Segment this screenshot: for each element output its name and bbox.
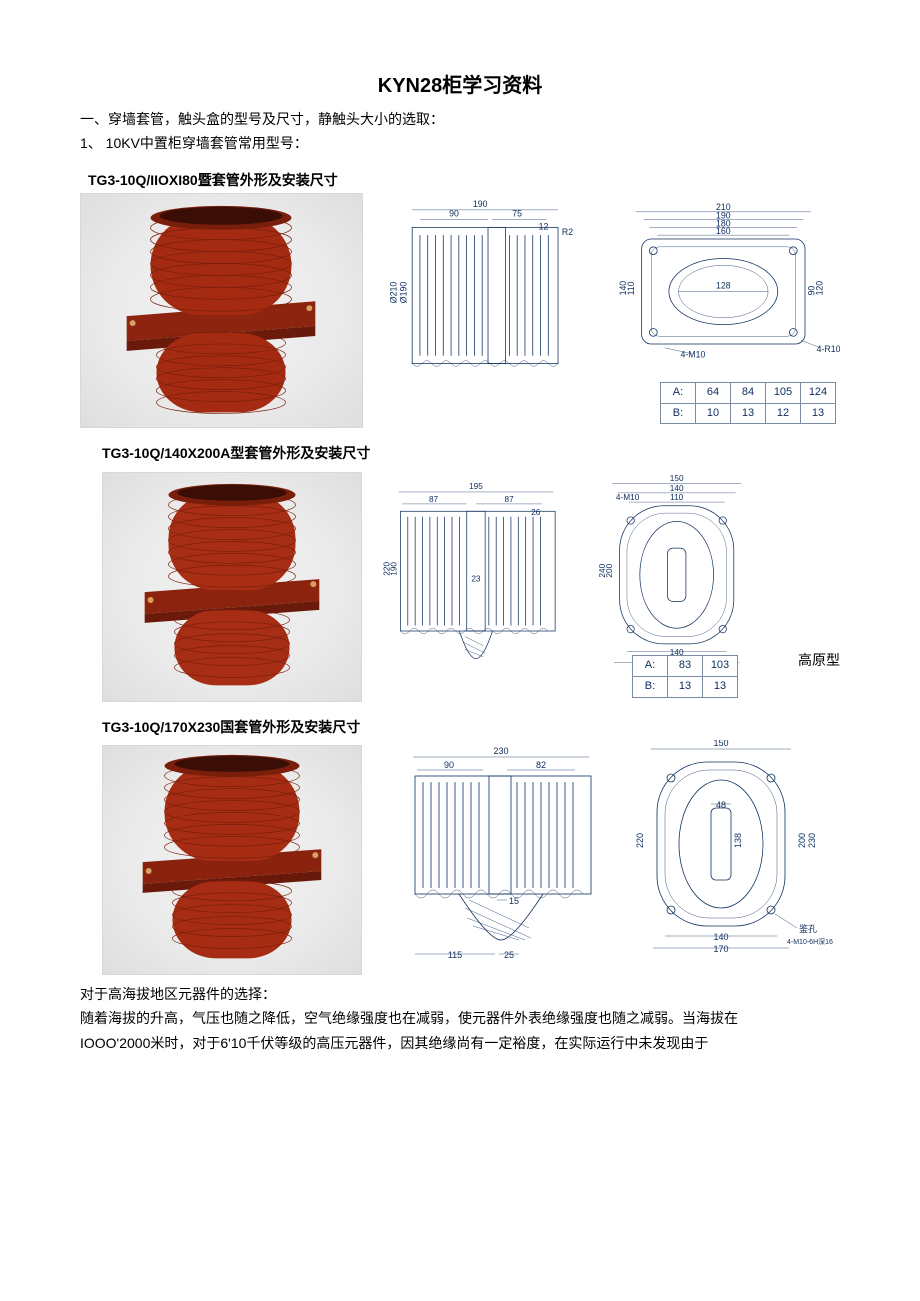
svg-text:Ø190: Ø190: [398, 282, 408, 304]
svg-text:90: 90: [444, 760, 454, 770]
svg-text:150: 150: [670, 473, 684, 482]
footer-line-3: IOOO'2000米时，对于6'10千伏等级的高压元器件，因其绝缘尚有一定裕度，…: [80, 1032, 840, 1054]
svg-text:15: 15: [509, 896, 519, 906]
svg-text:鉴孔: 鉴孔: [799, 923, 817, 934]
product3-heading: TG3-10Q/170X230国套管外形及安装尺寸: [80, 716, 840, 738]
product2-dim-table: A: 83 103 B: 13 13: [632, 655, 738, 697]
svg-text:12: 12: [539, 221, 549, 231]
svg-text:115: 115: [448, 950, 462, 960]
svg-text:190: 190: [390, 561, 399, 575]
svg-text:R2: R2: [562, 227, 573, 237]
page-title: KYN28柜学习资料: [80, 70, 840, 102]
svg-text:200: 200: [605, 563, 614, 577]
footer-line-2: 随着海拔的升高，气压也随之降低，空气绝缘强度也在减弱，使元器件外表绝缘强度也随之…: [80, 1007, 840, 1029]
svg-text:Ø210: Ø210: [389, 282, 399, 304]
product2-drawing: 195 87 87 26 23 220: [382, 467, 778, 702]
svg-text:160: 160: [716, 226, 731, 236]
product2-side-label: 高原型: [798, 649, 840, 701]
intro-line-1: 一、穿墙套管，触头盒的型号及尺寸，静触头大小的选取：: [80, 108, 840, 130]
intro-line-2: 1、 10KV中置柜穿墙套管常用型号：: [80, 132, 840, 154]
product1-heading: TG3-10Q/IIOXI80暨套管外形及安装尺寸: [80, 169, 840, 191]
svg-text:220: 220: [635, 833, 645, 848]
svg-text:48: 48: [716, 800, 726, 810]
svg-text:150: 150: [713, 740, 728, 748]
svg-text:200: 200: [797, 833, 807, 848]
product3-drawing: 230 90 82: [382, 740, 840, 975]
svg-text:75: 75: [512, 209, 522, 219]
svg-text:25: 25: [504, 950, 514, 960]
svg-text:87: 87: [504, 495, 514, 504]
svg-text:90: 90: [449, 209, 459, 219]
p1-dim-190: 190: [473, 199, 488, 209]
svg-text:4-M10-6H深16: 4-M10-6H深16: [787, 937, 833, 946]
svg-text:4-M10: 4-M10: [681, 350, 706, 360]
svg-text:4-R10: 4-R10: [817, 344, 840, 354]
svg-text:195: 195: [469, 482, 483, 491]
product1-dim-table: A: 64 84 105 124 B: 10 13 12 13: [660, 382, 836, 424]
svg-text:140: 140: [713, 932, 728, 942]
svg-text:170: 170: [713, 944, 728, 954]
footer-line-1: 对于高海拔地区元器件的选择：: [80, 983, 840, 1005]
svg-text:138: 138: [733, 833, 743, 848]
svg-text:26: 26: [531, 508, 541, 517]
svg-text:87: 87: [429, 495, 439, 504]
svg-text:110: 110: [670, 493, 684, 502]
svg-text:128: 128: [716, 281, 731, 291]
product2-photo: [102, 472, 362, 702]
product3-figure-row: 230 90 82: [80, 740, 840, 975]
svg-text:90: 90: [807, 286, 817, 296]
product2-heading: TG3-10Q/140X200A型套管外形及安装尺寸: [80, 442, 840, 464]
product1-figure-row: 190 90 75 12 R2: [80, 193, 840, 428]
svg-text:140: 140: [670, 484, 684, 493]
svg-text:82: 82: [536, 760, 546, 770]
product1-drawing: 190 90 75 12 R2: [383, 193, 840, 428]
product3-photo: [102, 745, 362, 975]
svg-text:110: 110: [626, 282, 636, 296]
product2-figure-row: 195 87 87 26 23 220: [80, 467, 840, 702]
svg-text:4-M10: 4-M10: [616, 493, 640, 502]
svg-text:230: 230: [493, 746, 508, 756]
svg-text:23: 23: [471, 574, 481, 583]
svg-text:230: 230: [807, 833, 817, 848]
product1-photo: [80, 193, 363, 428]
